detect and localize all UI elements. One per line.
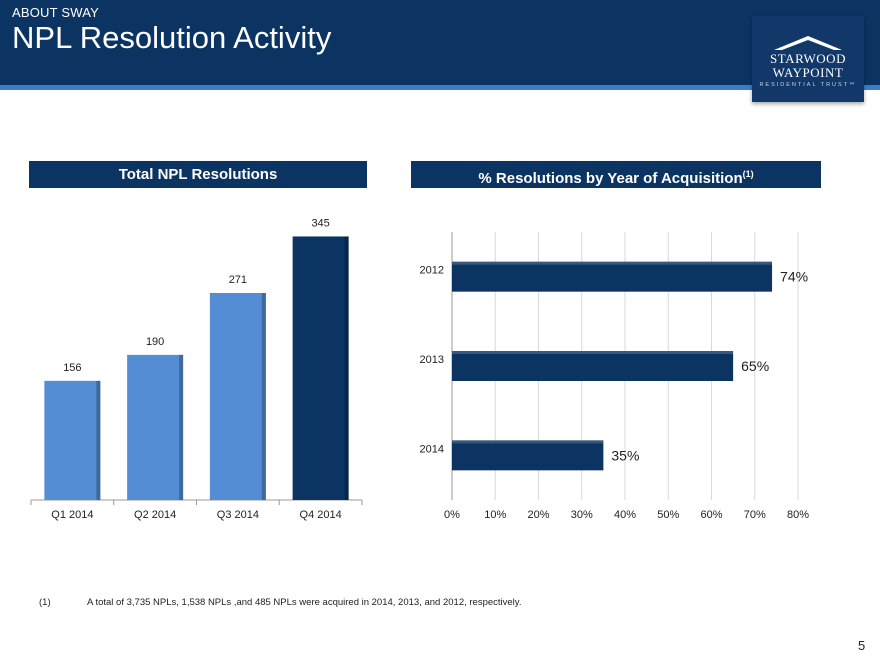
right-panel-title-footnote-ref: (1) [742, 169, 754, 179]
hbar-highlight [452, 261, 773, 265]
header-banner [0, 0, 880, 85]
hbar-x-tick-label: 0% [444, 509, 460, 521]
hbar-category-label: 2014 [420, 443, 444, 455]
hbar-x-tick-label: 70% [744, 509, 766, 521]
bar-category-label: Q3 2014 [217, 509, 259, 521]
bar [44, 380, 101, 500]
bar-category-label: Q2 2014 [134, 509, 176, 521]
hbar-x-tick-label: 80% [787, 509, 809, 521]
hbar [452, 351, 734, 381]
bar-value-label: 271 [229, 274, 247, 286]
hbar-x-tick-label: 10% [484, 509, 506, 521]
hbar-x-tick-label: 60% [700, 509, 722, 521]
hbar-x-tick-label: 40% [614, 509, 636, 521]
header-accent-stripe [0, 85, 880, 90]
hbar-x-tick-label: 20% [527, 509, 549, 521]
left-panel-title-text: Total NPL Resolutions [118, 166, 278, 183]
bar [292, 236, 349, 501]
logo-line-1: STARWOOD [770, 51, 846, 66]
page-title: NPL Resolution Activity [12, 20, 332, 55]
footnote-marker: (1) [39, 597, 51, 608]
bar-shadow [344, 236, 349, 501]
logo-line-3: RESIDENTIAL TRUST™ [759, 82, 857, 88]
right-panel-title-text: % Resolutions by Year of Acquisition [478, 170, 743, 187]
hbar-category-label: 2012 [420, 265, 444, 277]
bar-value-label: 345 [311, 217, 329, 229]
bar-shadow [96, 380, 101, 500]
bar-shadow [179, 354, 184, 500]
company-logo: STARWOOD WAYPOINT RESIDENTIAL TRUST™ [752, 16, 864, 102]
bar-value-label: 190 [146, 336, 164, 348]
hbar-category-label: 2013 [420, 354, 444, 366]
page-number: 5 [858, 638, 866, 653]
footnote-text: A total of 3,735 NPLs, 1,538 NPLs ,and 4… [87, 597, 522, 608]
hbar [452, 440, 604, 471]
bar-category-label: Q4 2014 [300, 509, 342, 521]
section-eyebrow: ABOUT SWAY [12, 5, 99, 20]
hbar-x-tick-label: 30% [571, 509, 593, 521]
bar-shadow [261, 292, 266, 500]
logo-line-2: WAYPOINT [772, 65, 844, 80]
hbar-highlight [452, 351, 734, 354]
bar [209, 292, 266, 500]
hbar-value-label: 65% [741, 358, 769, 374]
hbar-value-label: 35% [611, 447, 639, 463]
hbar-x-tick-label: 50% [657, 509, 679, 521]
bar-category-label: Q1 2014 [51, 509, 93, 521]
hbar [452, 261, 773, 292]
left-panel-title: Total NPL Resolutions [29, 161, 367, 188]
right-panel-title: % Resolutions by Year of Acquisition(1) [411, 161, 821, 188]
hbar-value-label: 74% [780, 269, 808, 285]
hbar-highlight [452, 440, 604, 444]
roof-icon [774, 36, 842, 50]
bar [127, 354, 184, 500]
bar-value-label: 156 [63, 362, 81, 374]
